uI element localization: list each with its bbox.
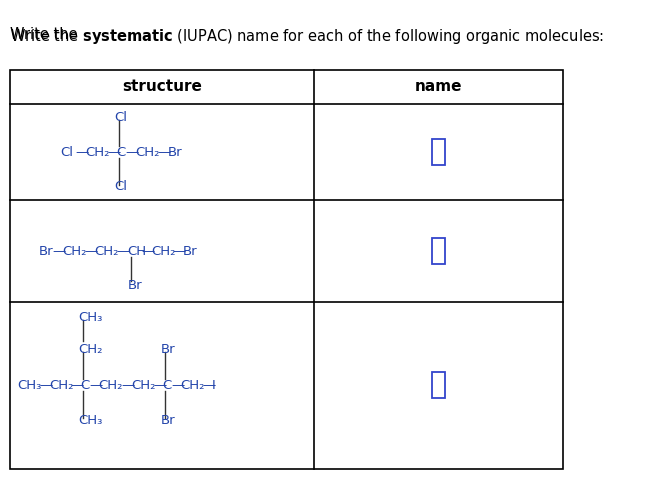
Text: —: — <box>141 245 154 257</box>
Bar <box>11 70 563 469</box>
Text: structure: structure <box>123 79 202 95</box>
Text: Cl: Cl <box>115 181 128 193</box>
Text: Br: Br <box>168 146 182 158</box>
Text: C: C <box>117 146 126 158</box>
Text: —: — <box>172 245 186 257</box>
Text: —: — <box>121 379 135 392</box>
Text: CH₂: CH₂ <box>62 245 87 257</box>
Text: I: I <box>212 379 216 392</box>
Text: CH₂: CH₂ <box>131 379 155 392</box>
Text: CH₂: CH₂ <box>49 379 73 392</box>
Bar <box>432 238 445 265</box>
Text: —: — <box>117 245 130 257</box>
Text: —: — <box>171 379 184 392</box>
Text: Cl: Cl <box>60 146 73 158</box>
Text: Br: Br <box>128 280 143 292</box>
Text: —: — <box>53 245 66 257</box>
Text: Br: Br <box>39 245 54 257</box>
Text: CH₂: CH₂ <box>95 245 119 257</box>
Text: —: — <box>158 146 171 158</box>
Text: CH₃: CH₃ <box>79 311 103 324</box>
Text: Cl: Cl <box>115 111 128 124</box>
Text: —: — <box>202 379 215 392</box>
Bar <box>432 372 445 398</box>
Text: CH₂: CH₂ <box>79 343 103 356</box>
Text: —: — <box>39 379 52 392</box>
Text: C: C <box>80 379 90 392</box>
Text: —: — <box>89 379 102 392</box>
Text: CH₃: CH₃ <box>17 379 42 392</box>
Text: Write the: Write the <box>11 27 83 42</box>
Text: —: — <box>75 146 88 158</box>
Text: Br: Br <box>160 343 175 356</box>
Text: CH₂: CH₂ <box>135 146 160 158</box>
Text: CH: CH <box>127 245 146 257</box>
Text: CH₂: CH₂ <box>85 146 109 158</box>
Text: C: C <box>162 379 172 392</box>
Text: Write the $\mathbf{systematic}$ (IUPAC) name for each of the following organic m: Write the $\mathbf{systematic}$ (IUPAC) … <box>11 27 605 45</box>
Text: —: — <box>70 379 84 392</box>
Bar <box>432 139 445 165</box>
Text: Br: Br <box>160 414 175 427</box>
Text: Write the systematic: Write the systematic <box>11 27 162 42</box>
Text: —: — <box>84 245 97 257</box>
Text: —: — <box>107 146 121 158</box>
Text: CH₂: CH₂ <box>180 379 205 392</box>
Text: CH₃: CH₃ <box>79 414 103 427</box>
Text: CH₂: CH₂ <box>99 379 123 392</box>
Text: name: name <box>415 79 463 95</box>
Text: Br: Br <box>182 245 197 257</box>
Text: —: — <box>125 146 139 158</box>
Text: —: — <box>153 379 166 392</box>
Text: CH₂: CH₂ <box>151 245 175 257</box>
